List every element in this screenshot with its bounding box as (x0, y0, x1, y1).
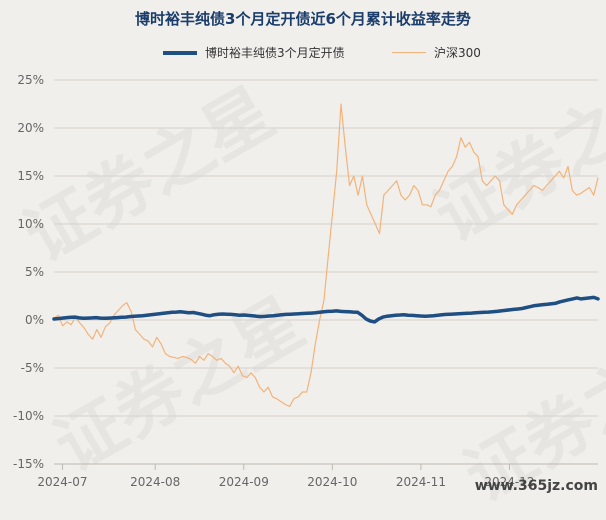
legend-label-fund: 博时裕丰纯债3个月定开债 (205, 46, 345, 60)
chart-legend: 博时裕丰纯债3个月定开债 沪深300 (0, 44, 606, 64)
x-tick-label: 2024-07 (37, 475, 87, 489)
legend-label-index: 沪深300 (434, 46, 481, 60)
legend-item-fund: 博时裕丰纯债3个月定开债 (163, 44, 345, 61)
series-line-index (53, 103, 599, 407)
y-tick-label: 5% (25, 265, 44, 279)
chart-title: 博时裕丰纯债3个月定开债近6个月累计收益率走势 (135, 10, 471, 28)
series-line-fund (52, 295, 600, 324)
x-tick-label: 2024-08 (130, 475, 180, 489)
y-tick-label: -15% (13, 457, 44, 471)
y-tick-label: 15% (17, 169, 44, 183)
y-tick-label: -5% (21, 361, 44, 375)
y-tick-label: 20% (17, 121, 44, 135)
chart-area: -15% -10% -5% 0% 5% 10% 15% 20% 25% 2024-07 2024-0… (13, 73, 600, 489)
legend-item-index: 沪深300 (392, 44, 481, 61)
footer-watermark: www.365jz.com (474, 478, 598, 494)
y-tick-label: 25% (17, 73, 44, 87)
y-tick-label: 10% (17, 217, 44, 231)
x-tick-label: 2024-12 (484, 475, 534, 489)
legend-swatch-index (392, 52, 426, 53)
x-tick-label: 2024-10 (307, 475, 357, 489)
legend-swatch-fund (163, 50, 197, 55)
y-tick-label: -10% (13, 409, 44, 423)
x-tick-label: 2024-11 (396, 475, 446, 489)
y-tick-label: 0% (25, 313, 44, 327)
x-tick-label: 2024-09 (219, 475, 269, 489)
